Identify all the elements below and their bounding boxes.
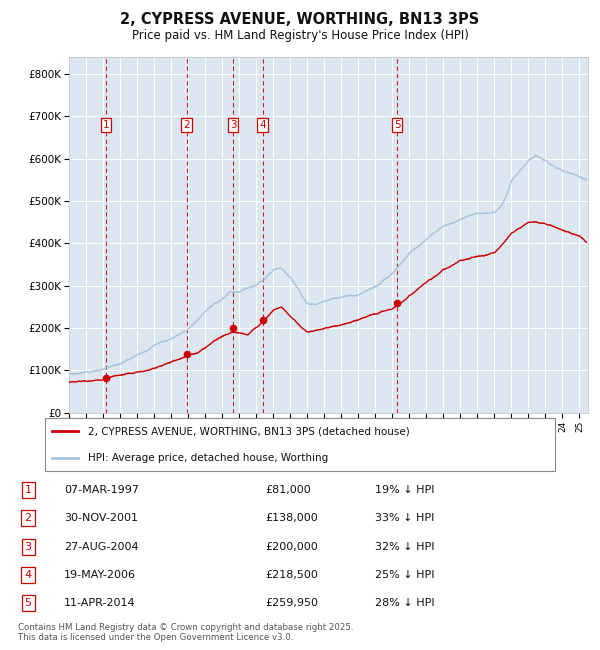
Text: 4: 4 [259,120,266,130]
Text: 30-NOV-2001: 30-NOV-2001 [64,514,138,523]
Text: 5: 5 [394,120,400,130]
Text: 32% ↓ HPI: 32% ↓ HPI [375,541,434,552]
Text: 11-APR-2014: 11-APR-2014 [64,599,136,608]
Text: 25% ↓ HPI: 25% ↓ HPI [375,570,434,580]
Text: 07-MAR-1997: 07-MAR-1997 [64,485,139,495]
Text: £218,500: £218,500 [265,570,319,580]
Text: 27-AUG-2004: 27-AUG-2004 [64,541,139,552]
Text: 2: 2 [25,514,32,523]
Text: HPI: Average price, detached house, Worthing: HPI: Average price, detached house, Wort… [88,453,329,463]
Text: £200,000: £200,000 [265,541,318,552]
Text: 3: 3 [25,541,32,552]
Text: Contains HM Land Registry data © Crown copyright and database right 2025.
This d: Contains HM Land Registry data © Crown c… [18,623,353,642]
Text: 5: 5 [25,599,32,608]
Text: £81,000: £81,000 [265,485,311,495]
Text: £259,950: £259,950 [265,599,319,608]
Text: 33% ↓ HPI: 33% ↓ HPI [375,514,434,523]
Text: 1: 1 [25,485,32,495]
Text: Price paid vs. HM Land Registry's House Price Index (HPI): Price paid vs. HM Land Registry's House … [131,29,469,42]
Text: 28% ↓ HPI: 28% ↓ HPI [375,599,434,608]
Text: 19% ↓ HPI: 19% ↓ HPI [375,485,434,495]
Text: 4: 4 [25,570,32,580]
FancyBboxPatch shape [44,419,556,471]
Text: 1: 1 [103,120,109,130]
Text: 2: 2 [183,120,190,130]
Text: 2, CYPRESS AVENUE, WORTHING, BN13 3PS (detached house): 2, CYPRESS AVENUE, WORTHING, BN13 3PS (d… [88,426,410,436]
Text: 3: 3 [230,120,236,130]
Text: 19-MAY-2006: 19-MAY-2006 [64,570,136,580]
Text: 2, CYPRESS AVENUE, WORTHING, BN13 3PS: 2, CYPRESS AVENUE, WORTHING, BN13 3PS [121,12,479,27]
Text: £138,000: £138,000 [265,514,318,523]
